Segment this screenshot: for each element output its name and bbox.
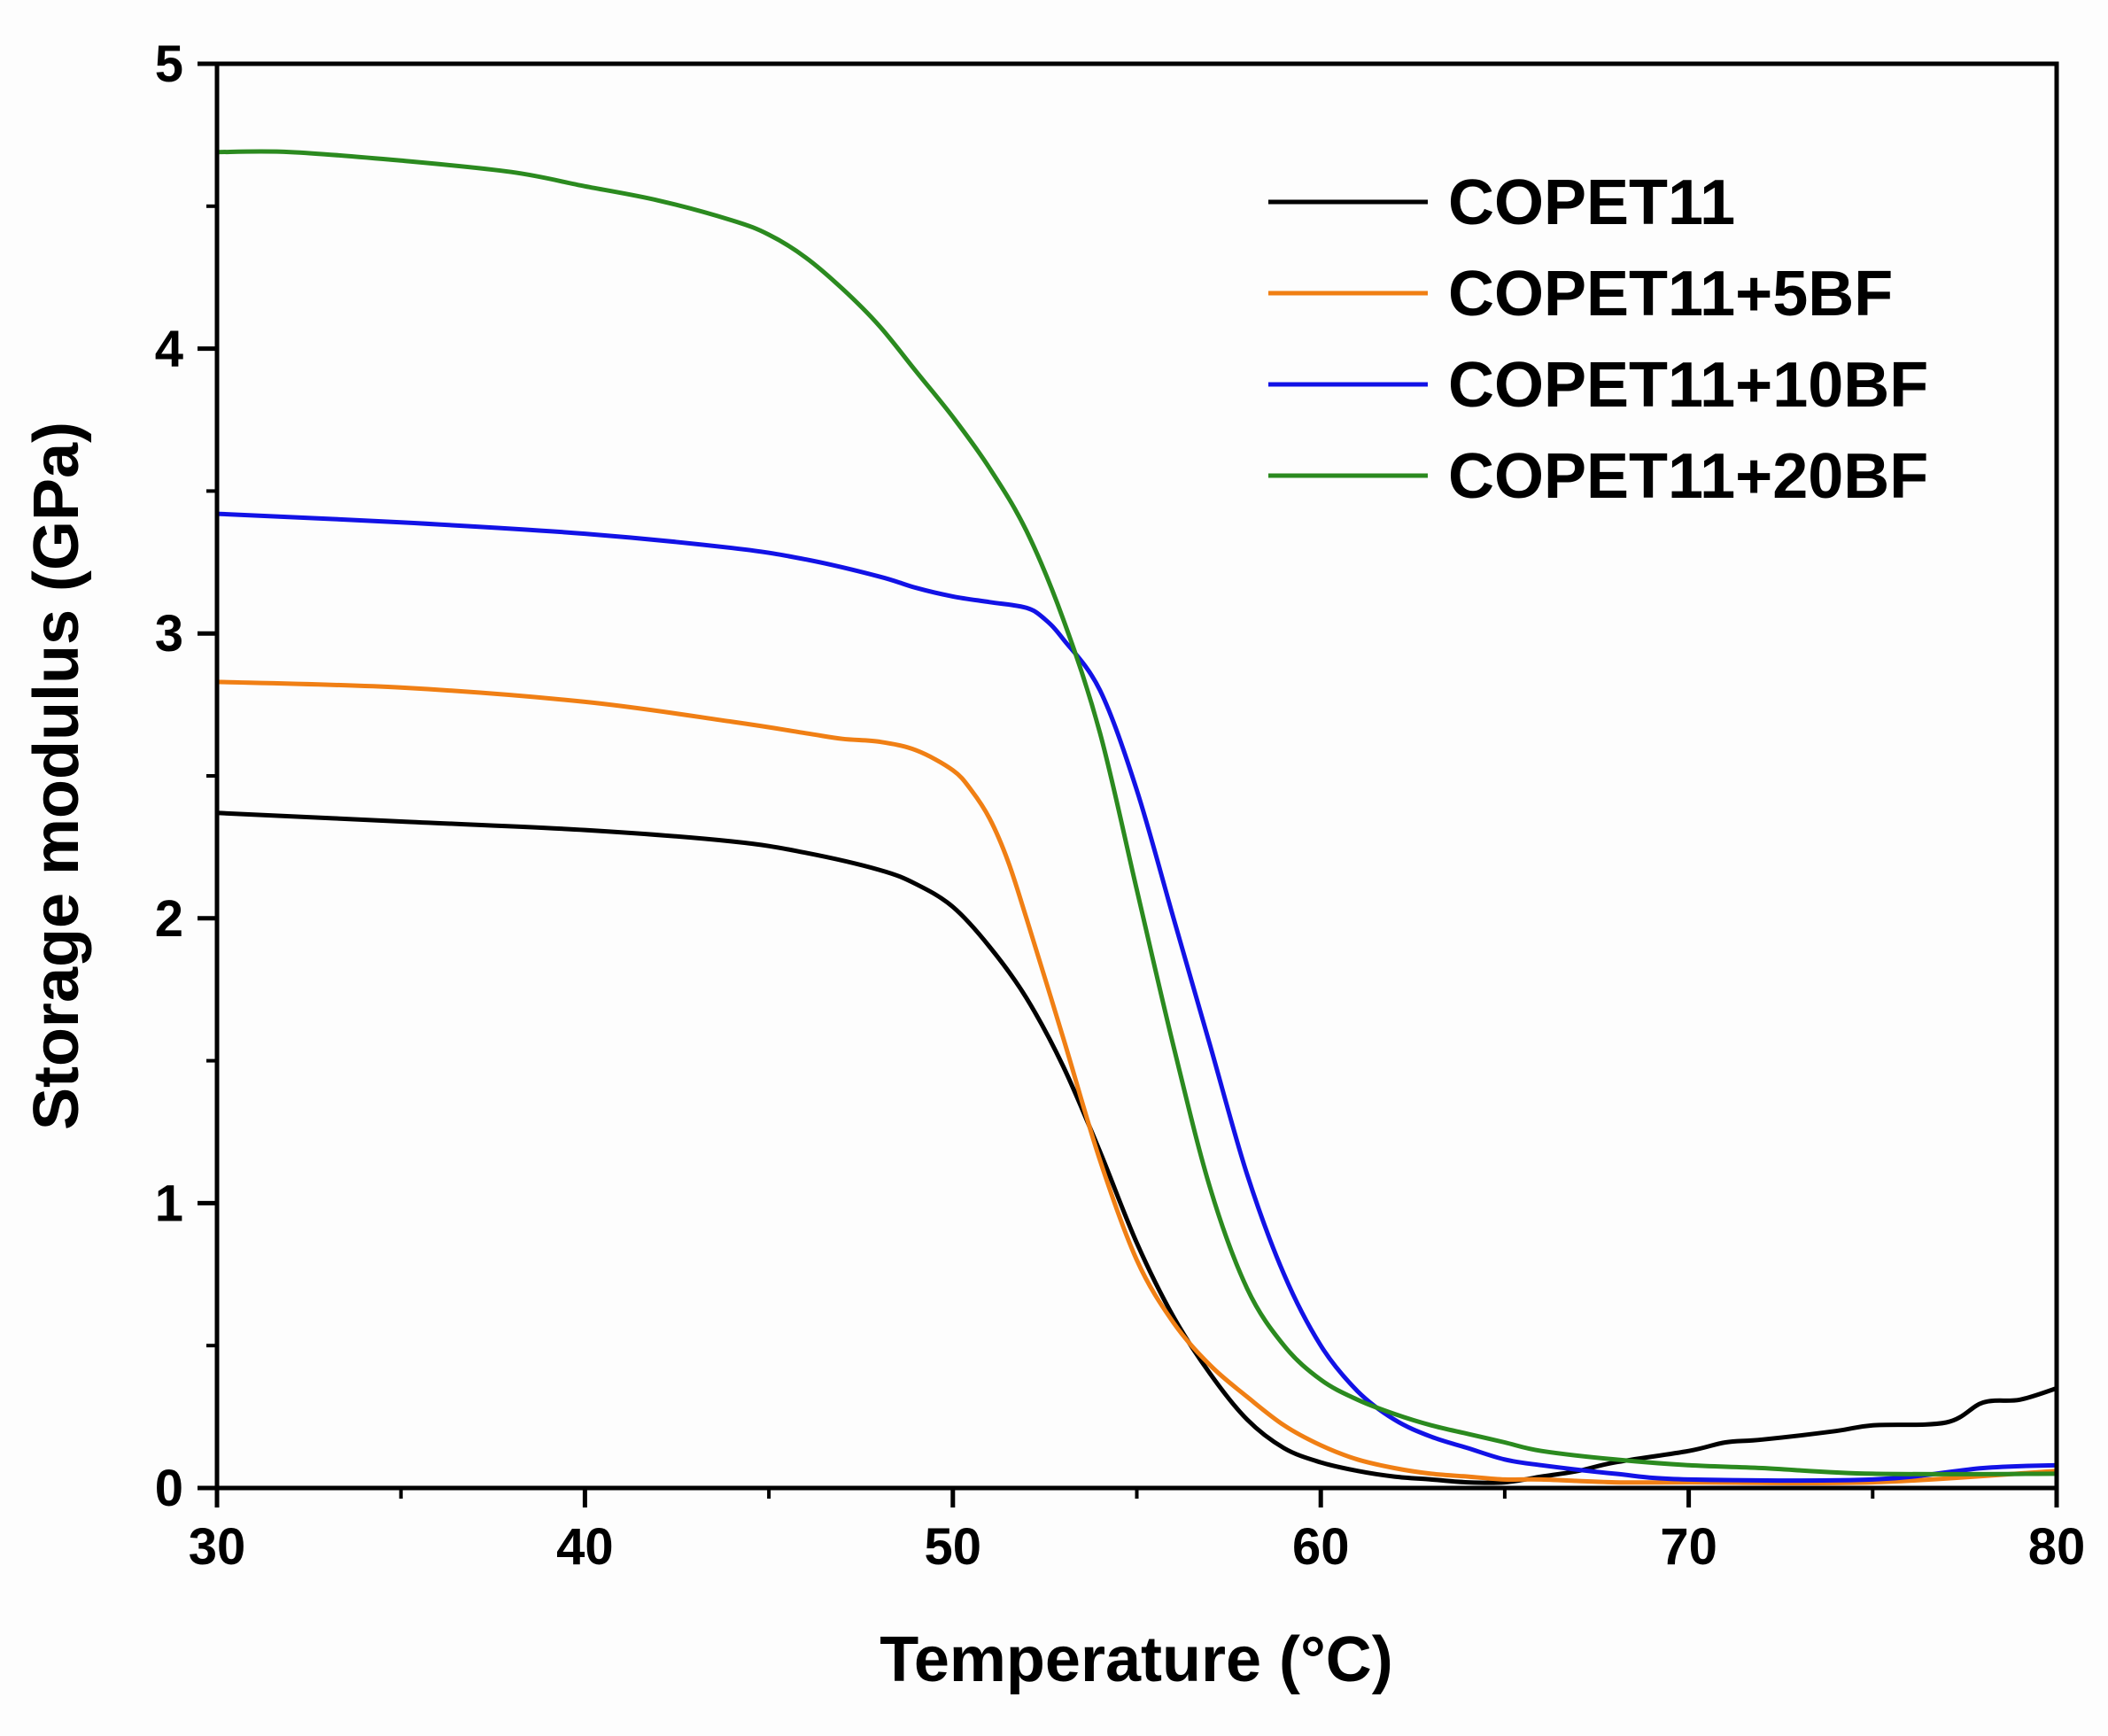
series-line-4	[214, 149, 2059, 1476]
legend-label-2: COPET11+5BF	[1448, 259, 1893, 329]
series-line-3	[214, 511, 2059, 1484]
legend-label-4: COPET11+20BF	[1448, 441, 1928, 512]
legend-label-1: COPET11	[1448, 167, 1735, 238]
x-tick-label: 60	[1292, 1518, 1350, 1576]
series-line-1	[214, 810, 2059, 1485]
x-axis-title: Temperature (°C)	[880, 1624, 1393, 1695]
x-tick-label: 30	[189, 1518, 246, 1576]
y-tick-label: 5	[155, 35, 183, 93]
legend: COPET11 COPET11+5BF COPET11+10BF COPET11+20…	[1268, 167, 1928, 512]
x-tick-label: 50	[925, 1518, 982, 1576]
x-tick-label: 40	[556, 1518, 614, 1576]
series-layer	[214, 149, 2059, 1486]
y-tick-label: 0	[155, 1460, 183, 1517]
y-tick-label: 3	[155, 605, 183, 663]
x-tick-label: 70	[1660, 1518, 1717, 1576]
x-tick-label: 80	[2028, 1518, 2086, 1576]
axes-layer: 30 40 50 60 70 80 0 1 2 3 4 5	[155, 35, 2086, 1576]
series-line-2	[214, 679, 2059, 1486]
legend-label-3: COPET11+10BF	[1448, 350, 1928, 421]
y-tick-label: 1	[155, 1174, 183, 1232]
y-tick-label: 2	[155, 890, 183, 948]
y-tick-label: 4	[155, 321, 183, 378]
y-axis-title: Storage modulus (GPa)	[21, 422, 92, 1130]
